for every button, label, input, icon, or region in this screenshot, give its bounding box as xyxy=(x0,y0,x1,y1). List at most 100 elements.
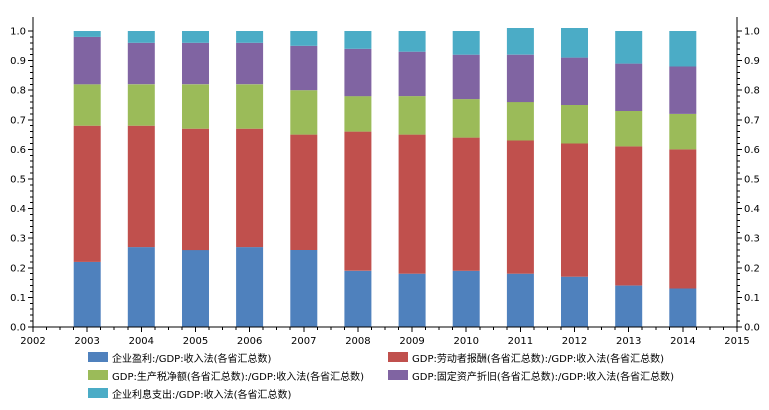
legend-label: 企业利息支出:/GDP:收入法(各省汇总数) xyxy=(112,389,292,401)
y-tick-label-left: 1.0 xyxy=(10,27,26,38)
legend-label: GDP:生产税净额(各省汇总数):/GDP:收入法(各省汇总数) xyxy=(112,371,365,383)
bar-segment-2006-series-3 xyxy=(236,84,264,129)
bar-segment-2012-series-4 xyxy=(561,57,588,105)
bar-segment-2003-series-2 xyxy=(73,125,101,262)
bar-segment-2008-series-2 xyxy=(344,131,372,271)
bar-segment-2014-series-5 xyxy=(669,31,697,67)
x-tick-label: 2014 xyxy=(670,336,695,345)
bar-segment-2013-series-5 xyxy=(615,31,643,64)
bar-segment-2011-series-3 xyxy=(506,102,534,141)
bar-segment-2011-series-5 xyxy=(506,28,534,55)
bar-segment-2004-series-1 xyxy=(127,247,155,327)
bar-segment-2011-series-4 xyxy=(506,54,534,103)
bar-segment-2011-series-2 xyxy=(506,140,534,274)
legend-swatch xyxy=(88,352,108,362)
bar-segment-2005-series-5 xyxy=(182,31,209,43)
x-tick-label: 2011 xyxy=(508,336,533,345)
x-tick-label: 2006 xyxy=(237,336,262,345)
y-tick-label-right: 1.0 xyxy=(744,27,760,38)
y-tick-label-right: 0.9 xyxy=(744,56,760,67)
y-tick-label-left: 0.3 xyxy=(10,234,26,245)
stacked-bar-chart: 0.0 0.0 0.1 0.1 0.2 0.2 0.3 0.3 0.4 0.4 0.5 0.5 0.6 0… xyxy=(10,17,760,345)
bar-segment-2007-series-2 xyxy=(290,134,318,250)
bar-segment-2006-series-1 xyxy=(236,247,264,327)
bar-segment-2010-series-4 xyxy=(452,54,480,100)
bar-segment-2007-series-4 xyxy=(290,45,318,91)
bar-segment-2006-series-4 xyxy=(236,42,264,85)
bar-segment-2013-series-3 xyxy=(615,110,643,147)
y-tick-label-left: 0.8 xyxy=(10,86,26,97)
legend-item: 企业利息支出:/GDP:收入法(各省汇总数) xyxy=(88,386,292,401)
bar-segment-2014-series-4 xyxy=(669,66,697,114)
y-tick-label-left: 0.9 xyxy=(10,56,26,67)
legend-label: 企业盈利:/GDP:收入法(各省汇总数) xyxy=(112,353,272,365)
y-tick-label-right: 0.6 xyxy=(744,145,760,156)
bar-segment-2004-series-4 xyxy=(127,42,155,85)
bar-segment-2007-series-3 xyxy=(290,90,318,135)
x-tick-label: 2005 xyxy=(183,336,208,345)
bar-segment-2013-series-2 xyxy=(615,146,643,286)
x-tick-label: 2012 xyxy=(562,336,587,345)
y-tick-label-right: 0.0 xyxy=(744,323,760,334)
bars-layer xyxy=(73,28,697,327)
x-tick-label: 2013 xyxy=(616,336,641,345)
y-tick-label-right: 0.7 xyxy=(744,115,760,126)
legend-swatch xyxy=(388,370,408,380)
x-tick-label: 2008 xyxy=(345,336,370,345)
y-tick-label-right: 0.1 xyxy=(744,293,760,304)
bar-segment-2003-series-3 xyxy=(73,84,101,126)
y-tick-label-right: 0.4 xyxy=(744,204,760,215)
y-tick-label-left: 0.0 xyxy=(10,323,26,334)
bar-segment-2008-series-1 xyxy=(344,270,372,327)
bar-segment-2005-series-3 xyxy=(182,84,209,129)
y-tick-label-right: 0.3 xyxy=(744,234,760,245)
bar-segment-2010-series-3 xyxy=(452,99,480,138)
bar-segment-2014-series-2 xyxy=(669,149,697,289)
y-tick-label-left: 0.7 xyxy=(10,115,26,126)
x-tick-label: 2002 xyxy=(20,336,45,345)
bar-segment-2013-series-1 xyxy=(615,285,643,327)
y-tick-label-left: 0.2 xyxy=(10,263,26,274)
legend-swatch xyxy=(88,370,108,380)
bar-segment-2011-series-1 xyxy=(506,273,534,327)
x-tick-label: 2015 xyxy=(724,336,749,345)
x-tick-label: 2007 xyxy=(291,336,316,345)
legend-item: GDP:固定资产折旧(各省汇总数):/GDP:收入法(各省汇总数) xyxy=(388,368,675,383)
bar-segment-2009-series-1 xyxy=(398,273,426,327)
bar-segment-2003-series-5 xyxy=(73,31,101,37)
bar-segment-2012-series-5 xyxy=(561,28,588,58)
bar-segment-2008-series-3 xyxy=(344,96,372,132)
bar-segment-2012-series-3 xyxy=(561,105,588,144)
bar-segment-2005-series-2 xyxy=(182,128,209,251)
bar-segment-2009-series-2 xyxy=(398,134,426,274)
bar-segment-2006-series-2 xyxy=(236,128,264,248)
legend-swatch xyxy=(388,352,408,362)
bar-segment-2004-series-2 xyxy=(127,125,155,248)
y-tick-label-left: 0.4 xyxy=(10,204,26,215)
axes-layer: 0.0 0.0 0.1 0.1 0.2 0.2 0.3 0.3 0.4 0.4 0.5 0.5 0.6 0… xyxy=(10,17,760,345)
bar-segment-2005-series-4 xyxy=(182,42,209,85)
y-tick-label-left: 0.1 xyxy=(10,293,26,304)
bar-segment-2012-series-1 xyxy=(561,276,588,327)
bar-segment-2013-series-4 xyxy=(615,63,643,111)
y-tick-label-left: 0.6 xyxy=(10,145,26,156)
bar-segment-2007-series-1 xyxy=(290,250,318,327)
x-tick-label: 2003 xyxy=(74,336,99,345)
legend-item: GDP:劳动者报酬(各省汇总数):/GDP:收入法(各省汇总数) xyxy=(388,350,665,365)
y-tick-label-right: 0.5 xyxy=(744,175,760,186)
bar-segment-2014-series-1 xyxy=(669,288,697,327)
legend-item: 企业盈利:/GDP:收入法(各省汇总数) xyxy=(88,350,272,365)
bar-segment-2014-series-3 xyxy=(669,113,697,150)
bar-segment-2010-series-1 xyxy=(452,270,480,327)
legend-label: GDP:固定资产折旧(各省汇总数):/GDP:收入法(各省汇总数) xyxy=(412,371,675,383)
bar-segment-2007-series-5 xyxy=(290,31,318,46)
bar-segment-2009-series-4 xyxy=(398,51,426,97)
bar-segment-2010-series-2 xyxy=(452,137,480,271)
bar-segment-2009-series-3 xyxy=(398,96,426,135)
bar-segment-2008-series-4 xyxy=(344,48,372,97)
legend-label: GDP:劳动者报酬(各省汇总数):/GDP:收入法(各省汇总数) xyxy=(412,353,665,365)
legend-swatch xyxy=(88,388,108,398)
bar-segment-2005-series-1 xyxy=(182,250,209,327)
bar-segment-2010-series-5 xyxy=(452,31,480,55)
bar-segment-2012-series-2 xyxy=(561,143,588,277)
